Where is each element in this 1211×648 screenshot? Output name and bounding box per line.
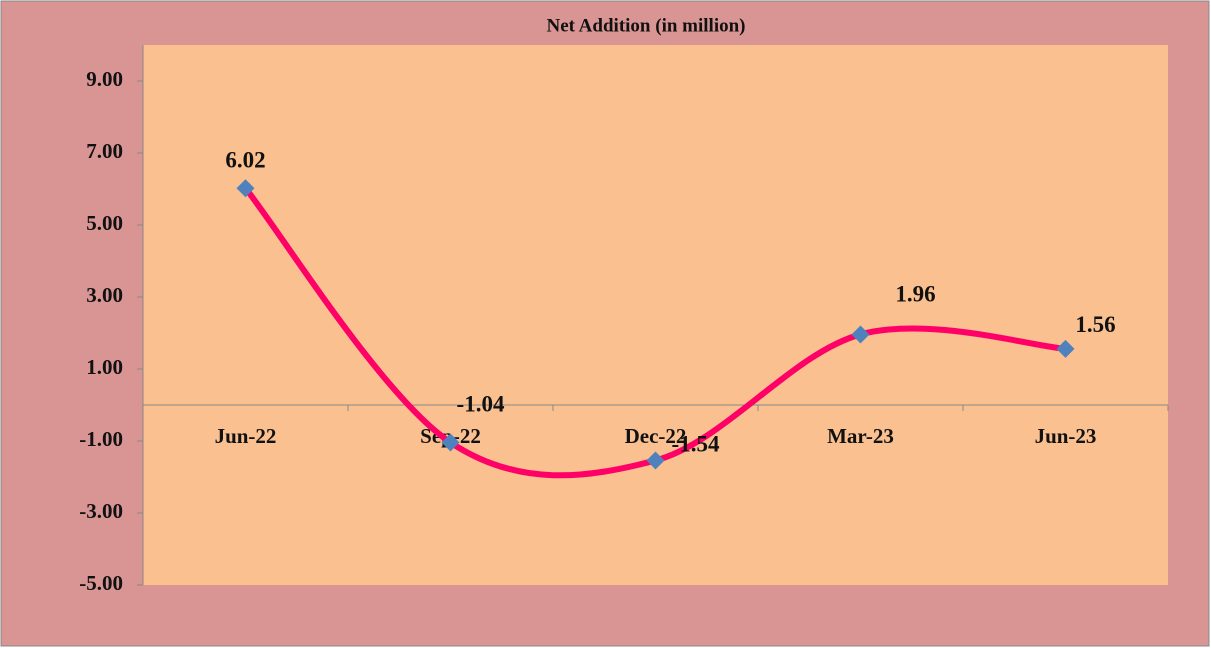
data-label: 6.02	[225, 148, 265, 173]
data-label: 1.56	[1075, 312, 1115, 337]
data-label: -1.54	[672, 432, 720, 457]
y-tick-label: 5.00	[86, 211, 123, 235]
y-tick-label: -1.00	[79, 427, 123, 451]
chart-title: Net Addition (in million)	[547, 15, 746, 36]
data-marker	[646, 451, 665, 470]
data-marker	[236, 179, 255, 198]
y-tick-label: -5.00	[79, 571, 123, 595]
data-marker	[851, 325, 870, 344]
x-tick-label: Jun-23	[1035, 424, 1097, 448]
x-tick-label: Mar-23	[827, 424, 894, 448]
data-label: 1.96	[895, 282, 935, 307]
y-tick-label: 7.00	[86, 139, 123, 163]
y-tick-label: -3.00	[79, 499, 123, 523]
data-marker	[1056, 339, 1075, 358]
data-label: -1.04	[457, 392, 505, 417]
x-tick-label: Dec-22	[625, 424, 687, 448]
y-tick-label: 1.00	[86, 355, 123, 379]
x-tick-label: Jun-22	[215, 424, 277, 448]
plot-area	[143, 45, 1168, 585]
y-tick-label: 3.00	[86, 283, 123, 307]
data-marker	[441, 433, 460, 452]
y-tick-label: 9.00	[86, 67, 123, 91]
